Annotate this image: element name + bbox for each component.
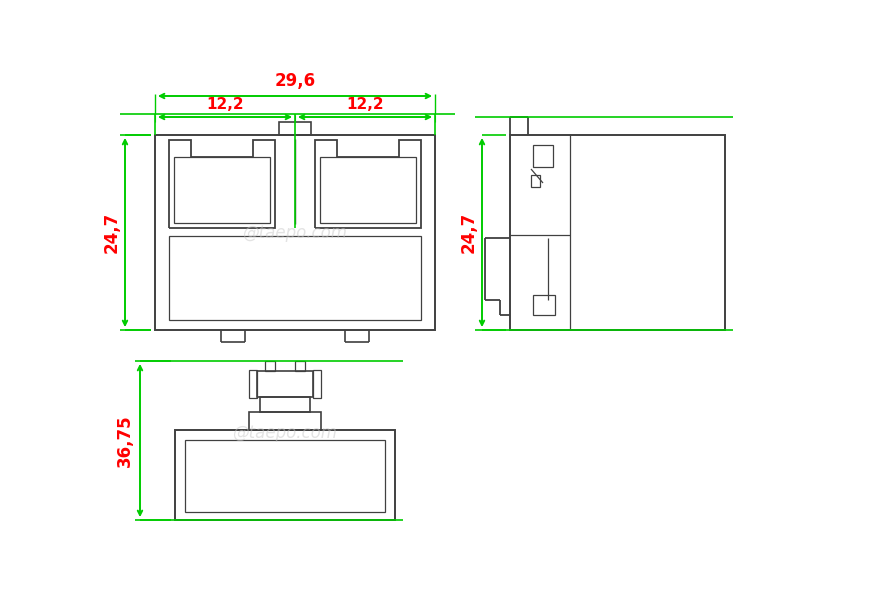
- Text: 29,6: 29,6: [274, 72, 316, 90]
- Text: @taepo.com: @taepo.com: [233, 423, 337, 442]
- Text: 12,2: 12,2: [206, 97, 243, 112]
- Bar: [174, 157, 270, 223]
- Bar: [279, 122, 311, 135]
- Bar: [155, 135, 435, 330]
- Bar: [175, 430, 395, 520]
- Bar: [533, 295, 555, 315]
- Bar: [510, 135, 725, 330]
- Bar: [313, 370, 321, 398]
- Bar: [185, 440, 385, 512]
- Bar: [531, 175, 540, 187]
- Bar: [257, 371, 313, 397]
- Bar: [265, 361, 275, 371]
- Text: @taepo.com: @taepo.com: [242, 224, 348, 242]
- Bar: [249, 370, 257, 398]
- Text: 12,2: 12,2: [346, 97, 384, 112]
- Bar: [295, 361, 305, 371]
- Text: 36,75: 36,75: [116, 414, 134, 467]
- Bar: [533, 145, 553, 167]
- Bar: [249, 412, 321, 430]
- Bar: [320, 157, 416, 223]
- Bar: [169, 236, 421, 320]
- Text: 24,7: 24,7: [460, 212, 478, 253]
- Text: 24,7: 24,7: [103, 212, 121, 253]
- Bar: [260, 397, 310, 412]
